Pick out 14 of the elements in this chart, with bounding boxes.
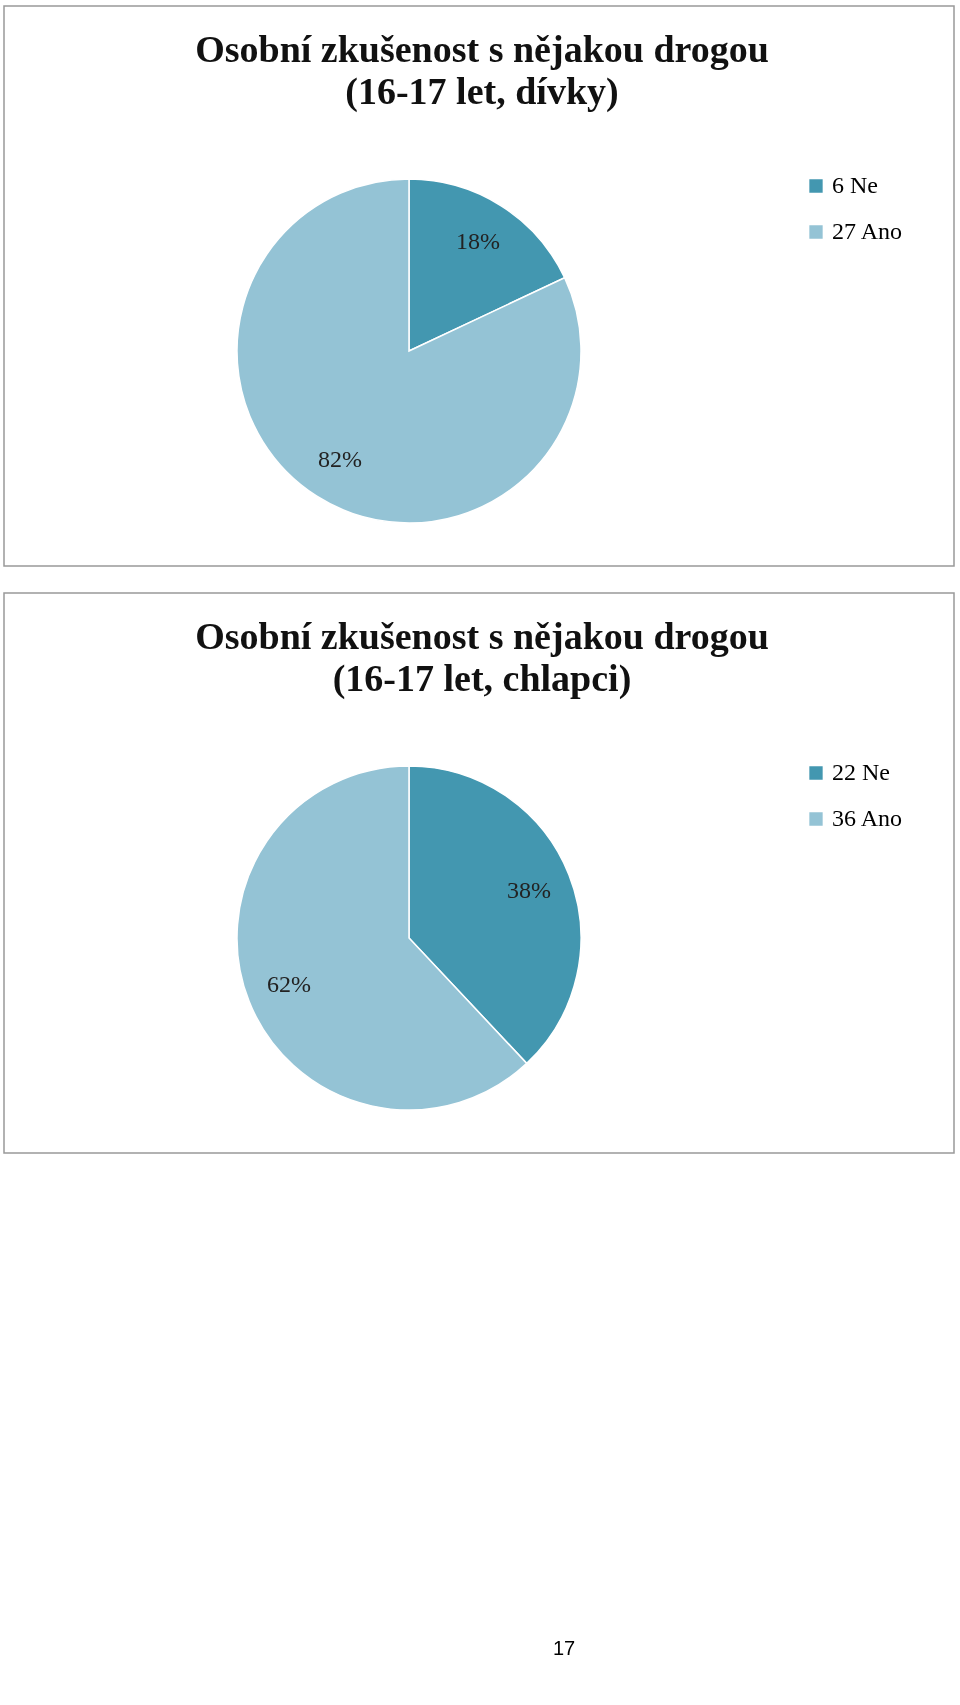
legend-label: 22 Ne xyxy=(832,759,890,785)
data-label: 82% xyxy=(317,445,362,472)
text: Osobní zkušenost s nějakou drogou xyxy=(195,615,769,657)
text: Osobní zkušenost s nějakou drogou xyxy=(195,28,769,70)
data-label: 38% xyxy=(506,876,551,903)
pie-slice xyxy=(236,178,582,524)
text: (16-17 let, chlapci) xyxy=(332,657,632,699)
data-label: 62% xyxy=(267,971,312,998)
legend-label: 6 Ne xyxy=(832,172,878,198)
legend-label: 27 Ano xyxy=(832,218,903,244)
data-label: 18% xyxy=(456,228,501,255)
legend-label: 36 Ano xyxy=(832,805,903,831)
text: (16-17 let, dívky) xyxy=(345,70,619,112)
text: 17 xyxy=(552,1637,576,1659)
